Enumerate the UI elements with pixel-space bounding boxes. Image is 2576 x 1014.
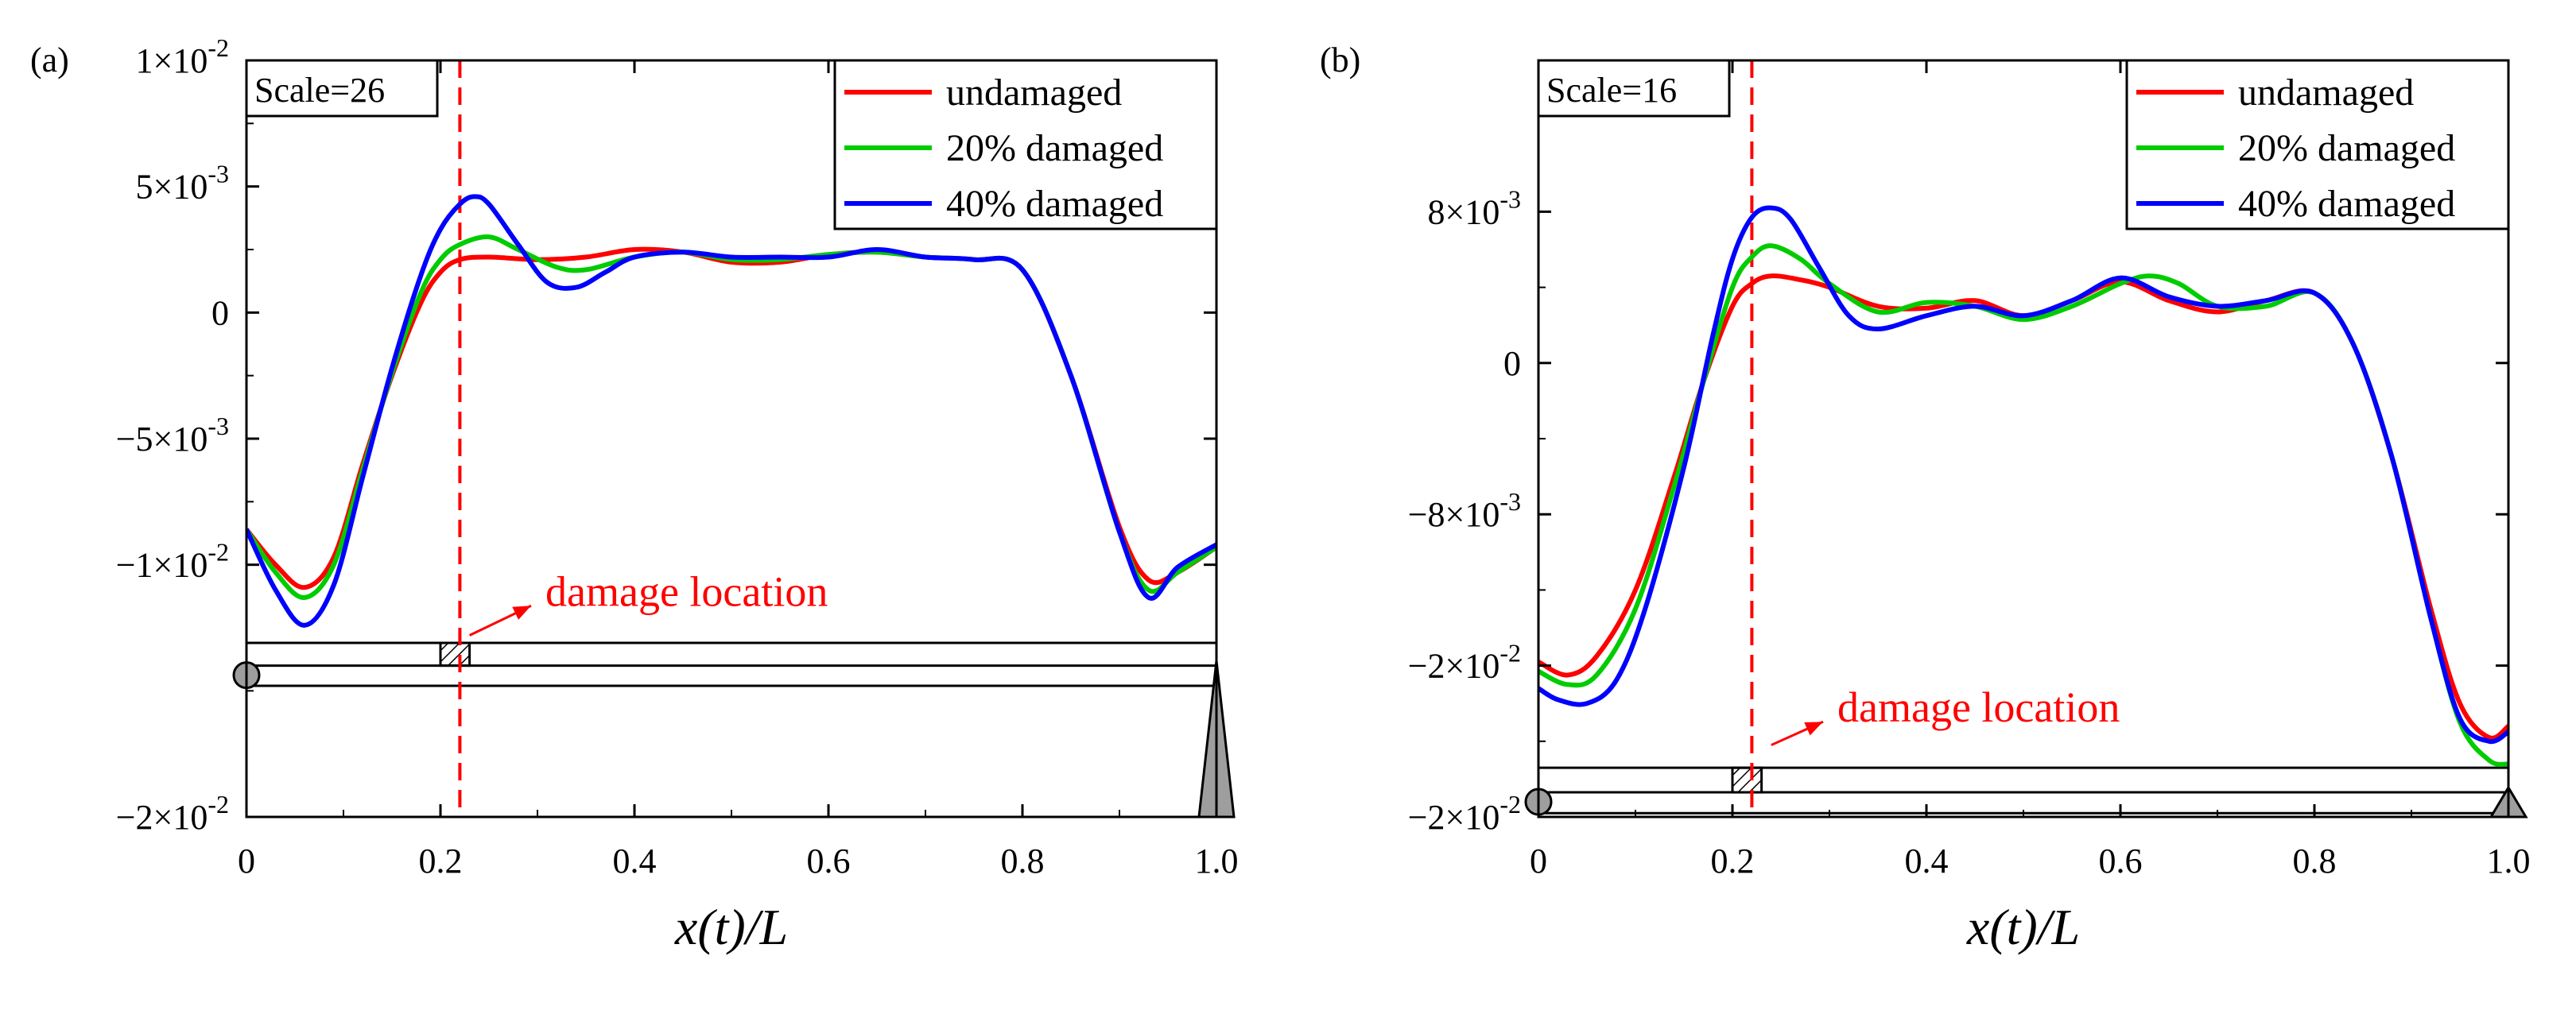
scale-box <box>245 59 439 118</box>
x-tick-label: 0.4 <box>613 842 657 880</box>
legend-label: undamaged <box>2238 72 2414 114</box>
y-tick-label: −2×10-2 <box>1408 639 1521 686</box>
annotation-arrow-head-icon <box>512 606 531 620</box>
y-tick-label: −1×10-2 <box>116 538 229 585</box>
annotation-text: damage location <box>545 567 828 615</box>
panel-label: (a) <box>30 41 69 79</box>
y-tick-label: 0 <box>1503 344 1521 383</box>
series-line-40-damaged <box>1538 205 2508 745</box>
x-tick-label: 0.4 <box>1905 842 1949 880</box>
annotation-arrow-head-icon <box>1804 722 1823 736</box>
x-tick-label: 0.6 <box>2099 842 2143 880</box>
y-tick-label: −2×10-2 <box>116 790 229 837</box>
y-tick-label: 5×10-3 <box>136 160 229 207</box>
panel-label: (b) <box>1320 41 1360 79</box>
y-tick-label: −5×10-3 <box>116 412 229 459</box>
legend-label: 40% damaged <box>2238 183 2455 225</box>
y-tick-label: −8×10-3 <box>1408 487 1521 534</box>
y-tick-label: 8×10-3 <box>1428 184 1521 231</box>
y-tick-label: 0 <box>211 293 229 332</box>
x-tick-label: 0.2 <box>419 842 463 880</box>
legend-label: undamaged <box>946 72 1122 114</box>
damage-patch <box>1731 766 1763 794</box>
x-tick-label: 1.0 <box>1195 842 1239 880</box>
x-axis-title: x(t)/L <box>674 899 788 955</box>
legend-label: 20% damaged <box>2238 127 2455 169</box>
legend-label: 20% damaged <box>946 127 1163 169</box>
scale-label: Scale=26 <box>254 71 385 110</box>
chart-panel-a: (a) damage location 0 0.2 0.4 0.6 0.8 1.0 1×10-2… <box>30 33 1239 955</box>
y-tick-label: 1×10-2 <box>136 33 229 80</box>
series-line-40-damaged <box>246 194 1216 628</box>
x-tick-label: 0.8 <box>2293 842 2337 880</box>
chart-panel-b: (b) damage location 0 0.2 0.4 0.6 0.8 1.0 8×10-3… <box>1320 41 2531 955</box>
scale-label: Scale=16 <box>1546 71 1677 110</box>
damage-patch <box>439 641 471 668</box>
x-tick-label: 0 <box>1530 842 1547 880</box>
x-tick-label: 0.6 <box>807 842 851 880</box>
x-tick-label: 0.8 <box>1001 842 1045 880</box>
x-axis-title: x(t)/L <box>1966 899 2080 955</box>
legend-label: 40% damaged <box>946 183 1163 225</box>
scale-box <box>1537 59 1731 118</box>
x-tick-label: 0 <box>238 842 255 880</box>
x-tick-label: 0.2 <box>1711 842 1755 880</box>
legend-box <box>833 59 1218 230</box>
y-tick-label: −2×10-2 <box>1408 790 1521 837</box>
x-tick-label: 1.0 <box>2487 842 2531 880</box>
annotation-text: damage location <box>1837 683 2120 731</box>
legend-box <box>2125 59 2510 230</box>
